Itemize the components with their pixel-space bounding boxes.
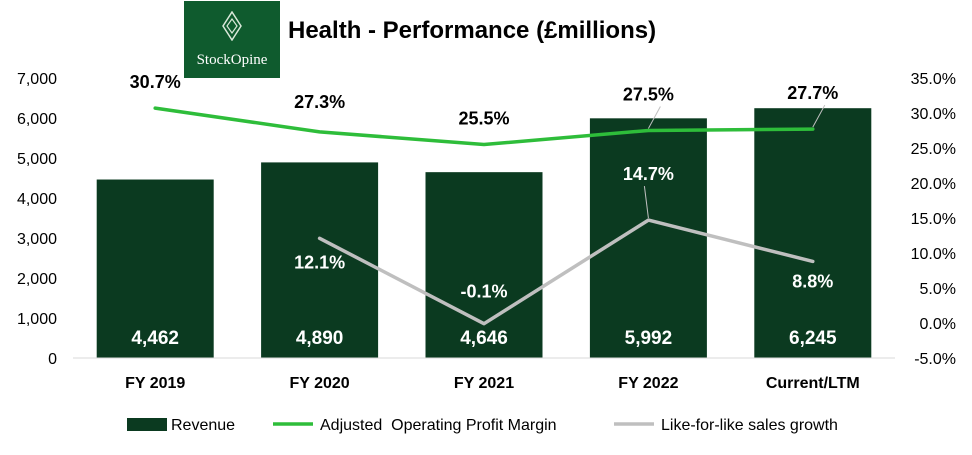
right-axis-tick-label: 20.0%	[911, 176, 956, 193]
revenue-data-label: 4,462	[131, 328, 179, 349]
left-axis-tick-label: 5,000	[17, 151, 57, 168]
logo-text: StockOpine	[196, 52, 268, 68]
lfl-data-label: -0.1%	[460, 282, 507, 302]
right-axis-tick-label: -5.0%	[914, 351, 956, 368]
legend-lfl-label: Like-for-like sales growth	[661, 417, 838, 434]
right-axis-tick-label: 5.0%	[920, 281, 956, 298]
category-label: FY 2019	[125, 375, 185, 392]
category-label: FY 2022	[618, 375, 678, 392]
left-axis-tick-label: 1,000	[17, 311, 57, 328]
revenue-bar	[96, 179, 214, 358]
diamond-logo-icon	[222, 11, 242, 41]
revenue-data-label: 5,992	[625, 328, 673, 349]
left-axis-tick-label: 6,000	[17, 111, 57, 128]
legend-revenue-label: Revenue	[171, 417, 235, 434]
margin-data-label: 25.5%	[458, 109, 509, 129]
lfl-data-label: 8.8%	[792, 271, 833, 291]
revenue-bar	[425, 172, 543, 358]
left-axis-tick-label: 7,000	[17, 71, 57, 88]
like-for-like-growth-line	[317, 218, 815, 326]
chart-title: Health - Performance (£millions)	[288, 17, 657, 44]
lfl-data-label: 14.7%	[623, 164, 674, 184]
right-axis-tick-label: 10.0%	[911, 246, 956, 263]
lfl-leader-line	[643, 186, 649, 219]
category-label: FY 2020	[289, 375, 349, 392]
right-axis-tick-label: 35.0%	[911, 71, 956, 88]
margin-data-label: 30.7%	[130, 72, 181, 92]
revenue-bar	[589, 118, 707, 358]
revenue-bar	[754, 108, 872, 358]
left-axis-tick-label: 0	[48, 351, 57, 368]
margin-leader-line	[647, 106, 661, 129]
left-axis-tick-label: 4,000	[17, 191, 57, 208]
margin-data-label: 27.5%	[623, 85, 674, 105]
right-axis-tick-label: 25.0%	[911, 141, 956, 158]
left-axis-tick-label: 2,000	[17, 271, 57, 288]
lfl-data-label: 12.1%	[294, 252, 345, 272]
revenue-data-label: 4,646	[460, 328, 508, 349]
right-axis-tick-label: 30.0%	[911, 106, 956, 123]
category-label: Current/LTM	[766, 375, 860, 392]
operating-margin-line	[153, 106, 815, 147]
margin-data-label: 27.7%	[787, 83, 838, 103]
revenue-data-label: 6,245	[789, 328, 837, 349]
margin-data-label: 27.3%	[294, 92, 345, 112]
stockopine-logo: StockOpine	[184, 1, 280, 78]
margin-leader-line	[812, 104, 826, 128]
legend-revenue-swatch	[127, 418, 167, 431]
right-axis-tick-label: 0.0%	[920, 316, 956, 333]
revenue-data-label: 4,890	[296, 328, 344, 349]
right-axis-tick-label: 15.0%	[911, 211, 956, 228]
legend-margin-label: Adjusted Operating Profit Margin	[320, 417, 557, 434]
category-label: FY 2021	[454, 375, 514, 392]
left-axis-tick-label: 3,000	[17, 231, 57, 248]
